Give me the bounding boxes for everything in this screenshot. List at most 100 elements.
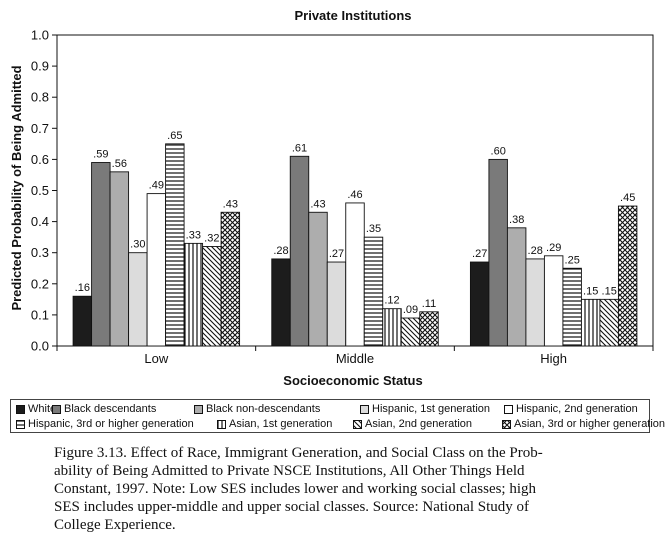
data-label: .56 bbox=[112, 158, 127, 170]
legend-label: Asian, 1st generation bbox=[229, 418, 333, 430]
data-label: .49 bbox=[149, 180, 164, 192]
legend-label: Hispanic, 2nd generation bbox=[516, 403, 638, 415]
bar bbox=[91, 162, 111, 347]
data-label: .46 bbox=[347, 189, 362, 201]
legend-item: Hispanic, 1st generation bbox=[360, 403, 490, 415]
caption-line: SES includes upper-middle and upper soci… bbox=[54, 499, 530, 515]
legend-swatch bbox=[16, 404, 25, 414]
bar bbox=[72, 295, 93, 347]
bar bbox=[128, 252, 148, 347]
data-label: .30 bbox=[130, 239, 145, 251]
legend-item: Hispanic, 2nd generation bbox=[504, 403, 638, 415]
bar bbox=[345, 202, 365, 347]
chart-title: Private Institutions bbox=[294, 8, 411, 23]
legend-swatch bbox=[217, 419, 226, 429]
bar bbox=[562, 267, 582, 347]
y-tick-label: 0.4 bbox=[31, 214, 49, 229]
y-tick-label: 0.8 bbox=[31, 90, 49, 105]
bar bbox=[289, 155, 310, 347]
y-tick-label: 0.6 bbox=[31, 152, 49, 167]
y-tick-label: 0.3 bbox=[31, 245, 49, 260]
data-label: .43 bbox=[310, 198, 325, 210]
data-label: .09 bbox=[403, 304, 418, 316]
data-label: .27 bbox=[329, 248, 344, 260]
x-axis: Low Middle High bbox=[56, 346, 654, 366]
data-label: .28 bbox=[528, 245, 543, 257]
legend-swatch bbox=[52, 404, 61, 414]
bar bbox=[382, 308, 402, 347]
figure-caption: Figure 3.13. Effect of Race, Immigrant G… bbox=[54, 444, 614, 534]
data-label: .27 bbox=[472, 248, 487, 260]
data-label: .28 bbox=[273, 245, 288, 257]
legend-swatch bbox=[360, 404, 369, 414]
y-tick-label: 0.2 bbox=[31, 276, 49, 291]
data-label: .15 bbox=[602, 285, 617, 297]
data-label: .32 bbox=[204, 232, 219, 244]
bar bbox=[617, 205, 638, 347]
caption-line: Constant, 1997. Note: Low SES includes l… bbox=[54, 481, 537, 497]
y-tick-label: 1.0 bbox=[31, 28, 49, 43]
y-tick-label: 0.9 bbox=[31, 59, 49, 74]
data-label: .33 bbox=[186, 229, 201, 241]
bar bbox=[202, 246, 222, 347]
data-label: .25 bbox=[565, 254, 580, 266]
bar bbox=[271, 258, 291, 347]
legend-swatch bbox=[502, 419, 511, 429]
data-label: .35 bbox=[366, 223, 381, 235]
legend-label: Asian, 3rd or higher generation bbox=[514, 418, 665, 430]
legend-item: Asian, 3rd or higher generation bbox=[502, 418, 665, 430]
data-label: .38 bbox=[509, 214, 524, 226]
bar bbox=[506, 227, 527, 347]
bar bbox=[419, 311, 439, 347]
bar bbox=[146, 193, 167, 347]
y-axis-title: Predicted Probability of Being Admitted bbox=[9, 65, 24, 310]
legend-item: White bbox=[16, 403, 56, 415]
legend-label: Black non-descendants bbox=[206, 403, 321, 415]
data-label: .61 bbox=[292, 142, 307, 154]
bar bbox=[308, 211, 328, 347]
y-axis: 0.0 0.1 0.2 0.3 0.4 0.5 0.6 0.7 0.8 0.9 1.0 bbox=[31, 28, 57, 354]
caption-line: ability of Being Admitted to Private NSC… bbox=[54, 463, 525, 479]
x-tick-label: Low bbox=[144, 351, 168, 366]
legend-swatch bbox=[504, 404, 513, 414]
caption-line: Figure 3.13. Effect of Race, Immigrant G… bbox=[54, 445, 543, 461]
legend-label: Hispanic, 1st generation bbox=[372, 403, 491, 415]
legend-item: Asian, 2nd generation bbox=[353, 418, 472, 430]
x-axis-title: Socioeconomic Status bbox=[283, 373, 422, 388]
data-label: .11 bbox=[422, 298, 436, 310]
bar bbox=[580, 298, 601, 347]
legend-swatch bbox=[16, 419, 25, 429]
bar bbox=[165, 143, 185, 347]
caption-line: College Experience. bbox=[54, 517, 176, 533]
data-label: .15 bbox=[583, 285, 598, 297]
legend-item: Black non-descendants bbox=[194, 403, 320, 415]
legend-label: Hispanic, 3rd or higher generation bbox=[28, 418, 194, 430]
bar bbox=[599, 298, 619, 347]
data-label: .29 bbox=[546, 242, 561, 254]
data-label: .45 bbox=[620, 192, 635, 204]
legend: White Black descendants Black non-descenda… bbox=[10, 399, 665, 433]
bar bbox=[400, 317, 421, 347]
data-label: .60 bbox=[491, 145, 506, 157]
bar bbox=[469, 261, 490, 347]
chart: Private Institutions Predicted Probabili… bbox=[9, 8, 654, 388]
x-tick-label: Middle bbox=[336, 351, 374, 366]
legend-label: Asian, 2nd generation bbox=[365, 418, 473, 430]
legend-swatch bbox=[353, 419, 362, 429]
legend-item: Asian, 1st generation bbox=[217, 418, 332, 430]
x-tick-label: High bbox=[540, 351, 567, 366]
bar bbox=[543, 255, 564, 347]
legend-item: Hispanic, 3rd or higher generation bbox=[16, 418, 194, 430]
legend-label: Black descendants bbox=[64, 403, 157, 415]
y-tick-label: 0.1 bbox=[31, 307, 49, 322]
y-tick-label: 0.0 bbox=[31, 339, 49, 354]
legend-item: Black descendants bbox=[52, 403, 156, 415]
legend-label: White bbox=[28, 403, 57, 415]
bar bbox=[220, 211, 241, 347]
legend-swatch bbox=[194, 404, 203, 414]
data-label: .59 bbox=[93, 149, 108, 161]
data-label: .16 bbox=[75, 282, 90, 294]
y-tick-label: 0.5 bbox=[31, 183, 49, 198]
data-label: .65 bbox=[167, 130, 182, 142]
